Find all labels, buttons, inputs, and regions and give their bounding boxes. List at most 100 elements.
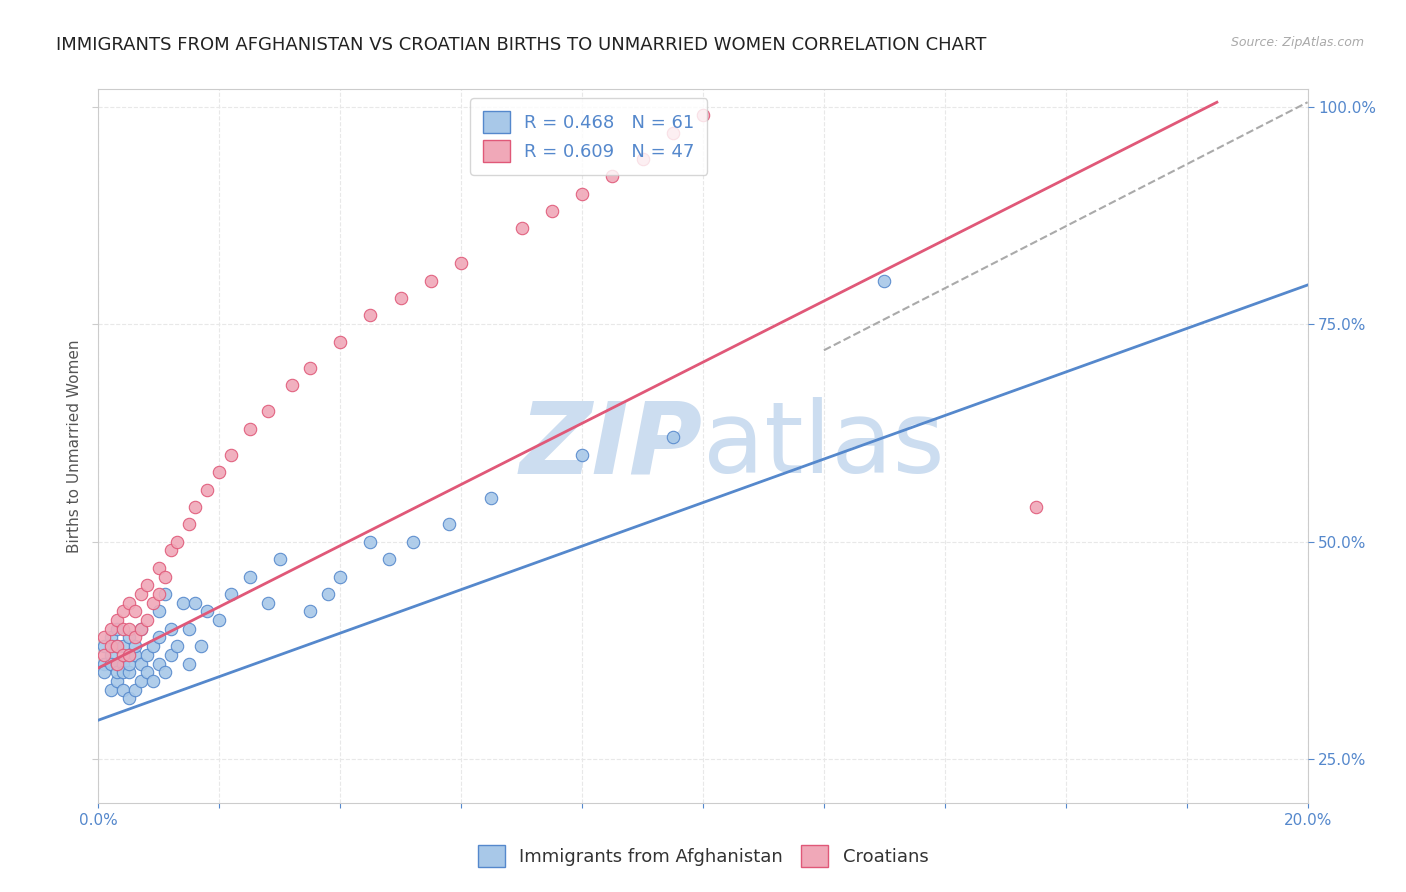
Point xyxy=(221,448,243,462)
Point xyxy=(111,657,134,671)
Point xyxy=(692,108,714,122)
Point xyxy=(129,657,152,671)
Point xyxy=(105,613,128,627)
Point xyxy=(135,665,157,680)
Point xyxy=(135,578,157,592)
Point xyxy=(873,274,896,288)
Point xyxy=(111,639,134,653)
Point xyxy=(195,604,218,618)
Point xyxy=(124,648,146,662)
Point xyxy=(571,186,593,201)
Point xyxy=(360,534,382,549)
Point xyxy=(256,596,278,610)
Point xyxy=(153,665,176,680)
Point xyxy=(118,657,141,671)
Point xyxy=(105,665,128,680)
Point xyxy=(135,648,157,662)
Point xyxy=(571,448,593,462)
Point xyxy=(153,587,176,601)
Point xyxy=(437,517,460,532)
Point xyxy=(148,604,170,618)
Point xyxy=(93,665,115,680)
Point xyxy=(111,665,134,680)
Point xyxy=(450,256,472,270)
Point xyxy=(329,334,352,349)
Point xyxy=(221,587,243,601)
Point xyxy=(662,430,685,444)
Point xyxy=(166,534,188,549)
Point xyxy=(142,639,165,653)
Legend: R = 0.468   N = 61, R = 0.609   N = 47: R = 0.468 N = 61, R = 0.609 N = 47 xyxy=(470,98,707,175)
Point xyxy=(256,404,278,418)
Point xyxy=(118,648,141,662)
Point xyxy=(208,465,231,479)
Point xyxy=(142,596,165,610)
Point xyxy=(100,631,122,645)
Point xyxy=(129,673,152,688)
Point xyxy=(142,673,165,688)
Point xyxy=(148,657,170,671)
Point xyxy=(420,274,443,288)
Text: Source: ZipAtlas.com: Source: ZipAtlas.com xyxy=(1230,36,1364,49)
Point xyxy=(389,291,412,305)
Point xyxy=(208,613,231,627)
Point xyxy=(105,657,128,671)
Point xyxy=(166,639,188,653)
Point xyxy=(662,126,685,140)
Point xyxy=(148,561,170,575)
Point xyxy=(100,639,122,653)
Point xyxy=(239,569,262,583)
Point xyxy=(124,604,146,618)
Point xyxy=(118,631,141,645)
Point xyxy=(100,622,122,636)
Text: atlas: atlas xyxy=(703,398,945,494)
Point xyxy=(184,500,207,514)
Point xyxy=(179,517,201,532)
Point xyxy=(153,569,176,583)
Point xyxy=(316,587,339,601)
Y-axis label: Births to Unmarried Women: Births to Unmarried Women xyxy=(66,339,82,553)
Point xyxy=(377,552,399,566)
Point xyxy=(118,596,141,610)
Point xyxy=(105,673,128,688)
Point xyxy=(160,543,183,558)
Point xyxy=(329,569,352,583)
Point xyxy=(93,631,115,645)
Point xyxy=(111,604,134,618)
Point xyxy=(195,483,218,497)
Point xyxy=(100,657,122,671)
Point xyxy=(1024,500,1046,514)
Text: IMMIGRANTS FROM AFGHANISTAN VS CROATIAN BIRTHS TO UNMARRIED WOMEN CORRELATION CH: IMMIGRANTS FROM AFGHANISTAN VS CROATIAN … xyxy=(56,36,987,54)
Point xyxy=(631,152,654,166)
Point xyxy=(111,622,134,636)
Point xyxy=(124,682,146,697)
Point xyxy=(124,639,146,653)
Point xyxy=(481,491,503,506)
Text: ZIP: ZIP xyxy=(520,398,703,494)
Point xyxy=(510,221,533,235)
Point xyxy=(118,622,141,636)
Point xyxy=(100,682,122,697)
Point xyxy=(148,587,170,601)
Point xyxy=(93,657,115,671)
Point xyxy=(100,648,122,662)
Point xyxy=(269,552,291,566)
Point xyxy=(111,682,134,697)
Point xyxy=(118,691,141,706)
Point xyxy=(105,639,128,653)
Point xyxy=(299,360,322,375)
Point xyxy=(184,596,207,610)
Point xyxy=(148,631,170,645)
Point xyxy=(179,622,201,636)
Point xyxy=(129,622,152,636)
Point xyxy=(160,648,183,662)
Point xyxy=(239,421,262,435)
Point xyxy=(93,639,115,653)
Point xyxy=(105,639,128,653)
Point xyxy=(402,534,425,549)
Point xyxy=(118,665,141,680)
Point xyxy=(93,648,115,662)
Point xyxy=(540,204,562,219)
Point xyxy=(129,587,152,601)
Point xyxy=(111,648,134,662)
